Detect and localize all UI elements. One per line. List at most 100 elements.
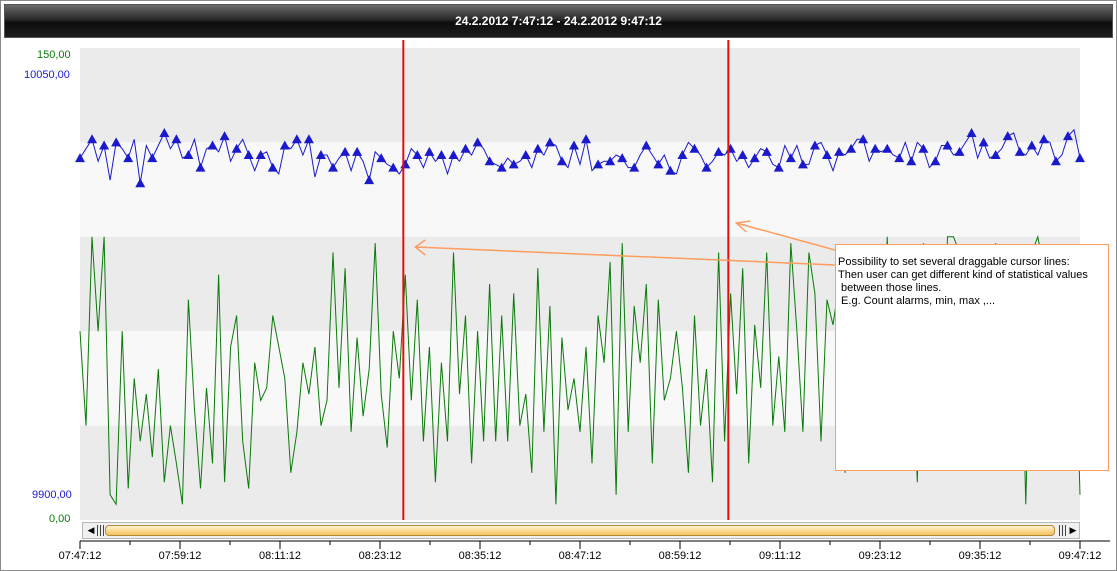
x-tick-label: 08:35:12 xyxy=(458,550,502,562)
data-point-marker xyxy=(544,137,555,147)
data-point-marker xyxy=(713,146,724,156)
green-axis-max-label: 150,00 xyxy=(37,49,71,61)
data-point-marker xyxy=(147,153,158,163)
data-point-marker xyxy=(677,149,688,159)
data-point-marker xyxy=(412,149,423,159)
data-point-marker xyxy=(1075,153,1085,163)
data-point-marker xyxy=(1002,131,1013,141)
data-point-marker xyxy=(279,140,290,150)
data-point-marker xyxy=(328,162,339,172)
data-point-marker xyxy=(243,149,254,159)
data-point-marker xyxy=(990,149,1001,159)
cursor-lines xyxy=(402,40,730,520)
x-tick-label: 09:23:12 xyxy=(858,550,902,562)
data-point-marker xyxy=(472,137,483,147)
data-point-marker xyxy=(966,127,977,137)
blue-series-line xyxy=(75,127,1085,188)
data-point-marker xyxy=(906,156,917,166)
data-point-marker xyxy=(291,134,302,144)
blue-axis-max-label: 10050,00 xyxy=(24,69,70,81)
data-point-marker xyxy=(894,153,905,163)
x-tick-label: 08:59:12 xyxy=(658,550,702,562)
annotation-line: Possibility to set several draggable cur… xyxy=(838,256,1070,268)
data-point-marker xyxy=(496,162,507,172)
annotation-line: between those lines. xyxy=(838,282,942,294)
data-point-marker xyxy=(605,156,616,166)
data-point-marker xyxy=(231,143,242,153)
data-point-marker xyxy=(954,146,965,156)
x-tick-label: 08:47:12 xyxy=(558,550,602,562)
data-point-marker xyxy=(918,143,929,153)
plot-band xyxy=(80,48,1080,143)
data-point-marker xyxy=(532,143,543,153)
left-resize-grip[interactable] xyxy=(97,525,105,536)
data-point-marker xyxy=(183,149,194,159)
data-point-marker xyxy=(1038,134,1049,144)
data-point-marker xyxy=(111,137,122,147)
data-point-marker xyxy=(665,165,676,175)
annotation-arrowhead xyxy=(414,239,426,256)
data-point-marker xyxy=(617,153,628,163)
data-point-marker xyxy=(653,159,664,169)
data-point-marker xyxy=(436,149,447,159)
data-point-marker xyxy=(749,153,760,163)
data-point-marker xyxy=(123,153,134,163)
green-axis-min-label: 0,00 xyxy=(49,513,71,525)
data-point-marker xyxy=(809,140,820,150)
scroll-thumb[interactable] xyxy=(105,525,1055,536)
data-point-marker xyxy=(171,134,182,144)
data-point-marker xyxy=(303,134,314,144)
annotation-arrows xyxy=(414,220,836,266)
data-point-marker xyxy=(376,153,387,163)
annotation-arrow xyxy=(736,222,836,251)
annotation-arrowhead xyxy=(734,220,751,233)
scroll-left-icon[interactable]: ◀ xyxy=(87,525,95,535)
data-point-marker xyxy=(978,137,989,147)
data-point-marker xyxy=(629,162,640,172)
data-point-marker xyxy=(821,149,832,159)
x-tick-label: 09:35:12 xyxy=(958,550,1002,562)
data-point-marker xyxy=(942,140,953,150)
data-point-marker xyxy=(1062,131,1073,141)
x-tick-label: 07:47:12 xyxy=(58,550,102,562)
x-tick-label: 07:59:12 xyxy=(158,550,202,562)
plot-band xyxy=(80,142,1080,237)
data-point-marker xyxy=(255,149,266,159)
data-point-marker xyxy=(135,178,146,188)
data-point-marker xyxy=(568,140,579,150)
data-point-marker xyxy=(364,175,375,185)
x-tick-label: 08:23:12 xyxy=(358,550,402,562)
right-resize-grip[interactable] xyxy=(1059,525,1067,536)
data-point-marker xyxy=(267,162,278,172)
data-point-marker xyxy=(520,149,531,159)
data-point-marker xyxy=(930,156,941,166)
annotation-arrow xyxy=(415,246,836,266)
data-point-marker xyxy=(484,156,495,166)
chart-title: 24.2.2012 7:47:12 - 24.2.2012 9:47:12 xyxy=(4,4,1113,38)
data-point-marker xyxy=(701,162,712,172)
x-tick-label: 09:47:12 xyxy=(1058,550,1102,562)
data-point-marker xyxy=(737,149,748,159)
data-point-marker xyxy=(315,149,326,159)
x-tick-label: 08:11:12 xyxy=(258,550,302,562)
data-point-marker xyxy=(219,131,230,141)
data-point-marker xyxy=(882,143,893,153)
data-point-marker xyxy=(340,146,351,156)
annotation-callout: Possibility to set several draggable cur… xyxy=(835,244,1109,471)
data-point-marker xyxy=(99,140,110,150)
data-point-marker xyxy=(773,162,784,172)
x-tick-label: 09:11:12 xyxy=(758,550,802,562)
data-point-marker xyxy=(858,134,869,144)
time-scrollbar[interactable]: ◀ ▶ xyxy=(82,522,1080,539)
data-point-marker xyxy=(1050,156,1061,166)
series-line xyxy=(79,128,1081,184)
data-point-marker xyxy=(207,140,218,150)
data-point-marker xyxy=(460,143,471,153)
x-axis xyxy=(79,540,1110,549)
scroll-right-icon[interactable]: ▶ xyxy=(1069,525,1077,535)
data-point-marker xyxy=(159,127,170,137)
data-point-marker xyxy=(834,146,845,156)
blue-axis-min-label: 9900,00 xyxy=(32,489,72,501)
annotation-line: E.g. Count alarms, min, max ,... xyxy=(838,295,996,307)
data-point-marker xyxy=(87,134,98,144)
